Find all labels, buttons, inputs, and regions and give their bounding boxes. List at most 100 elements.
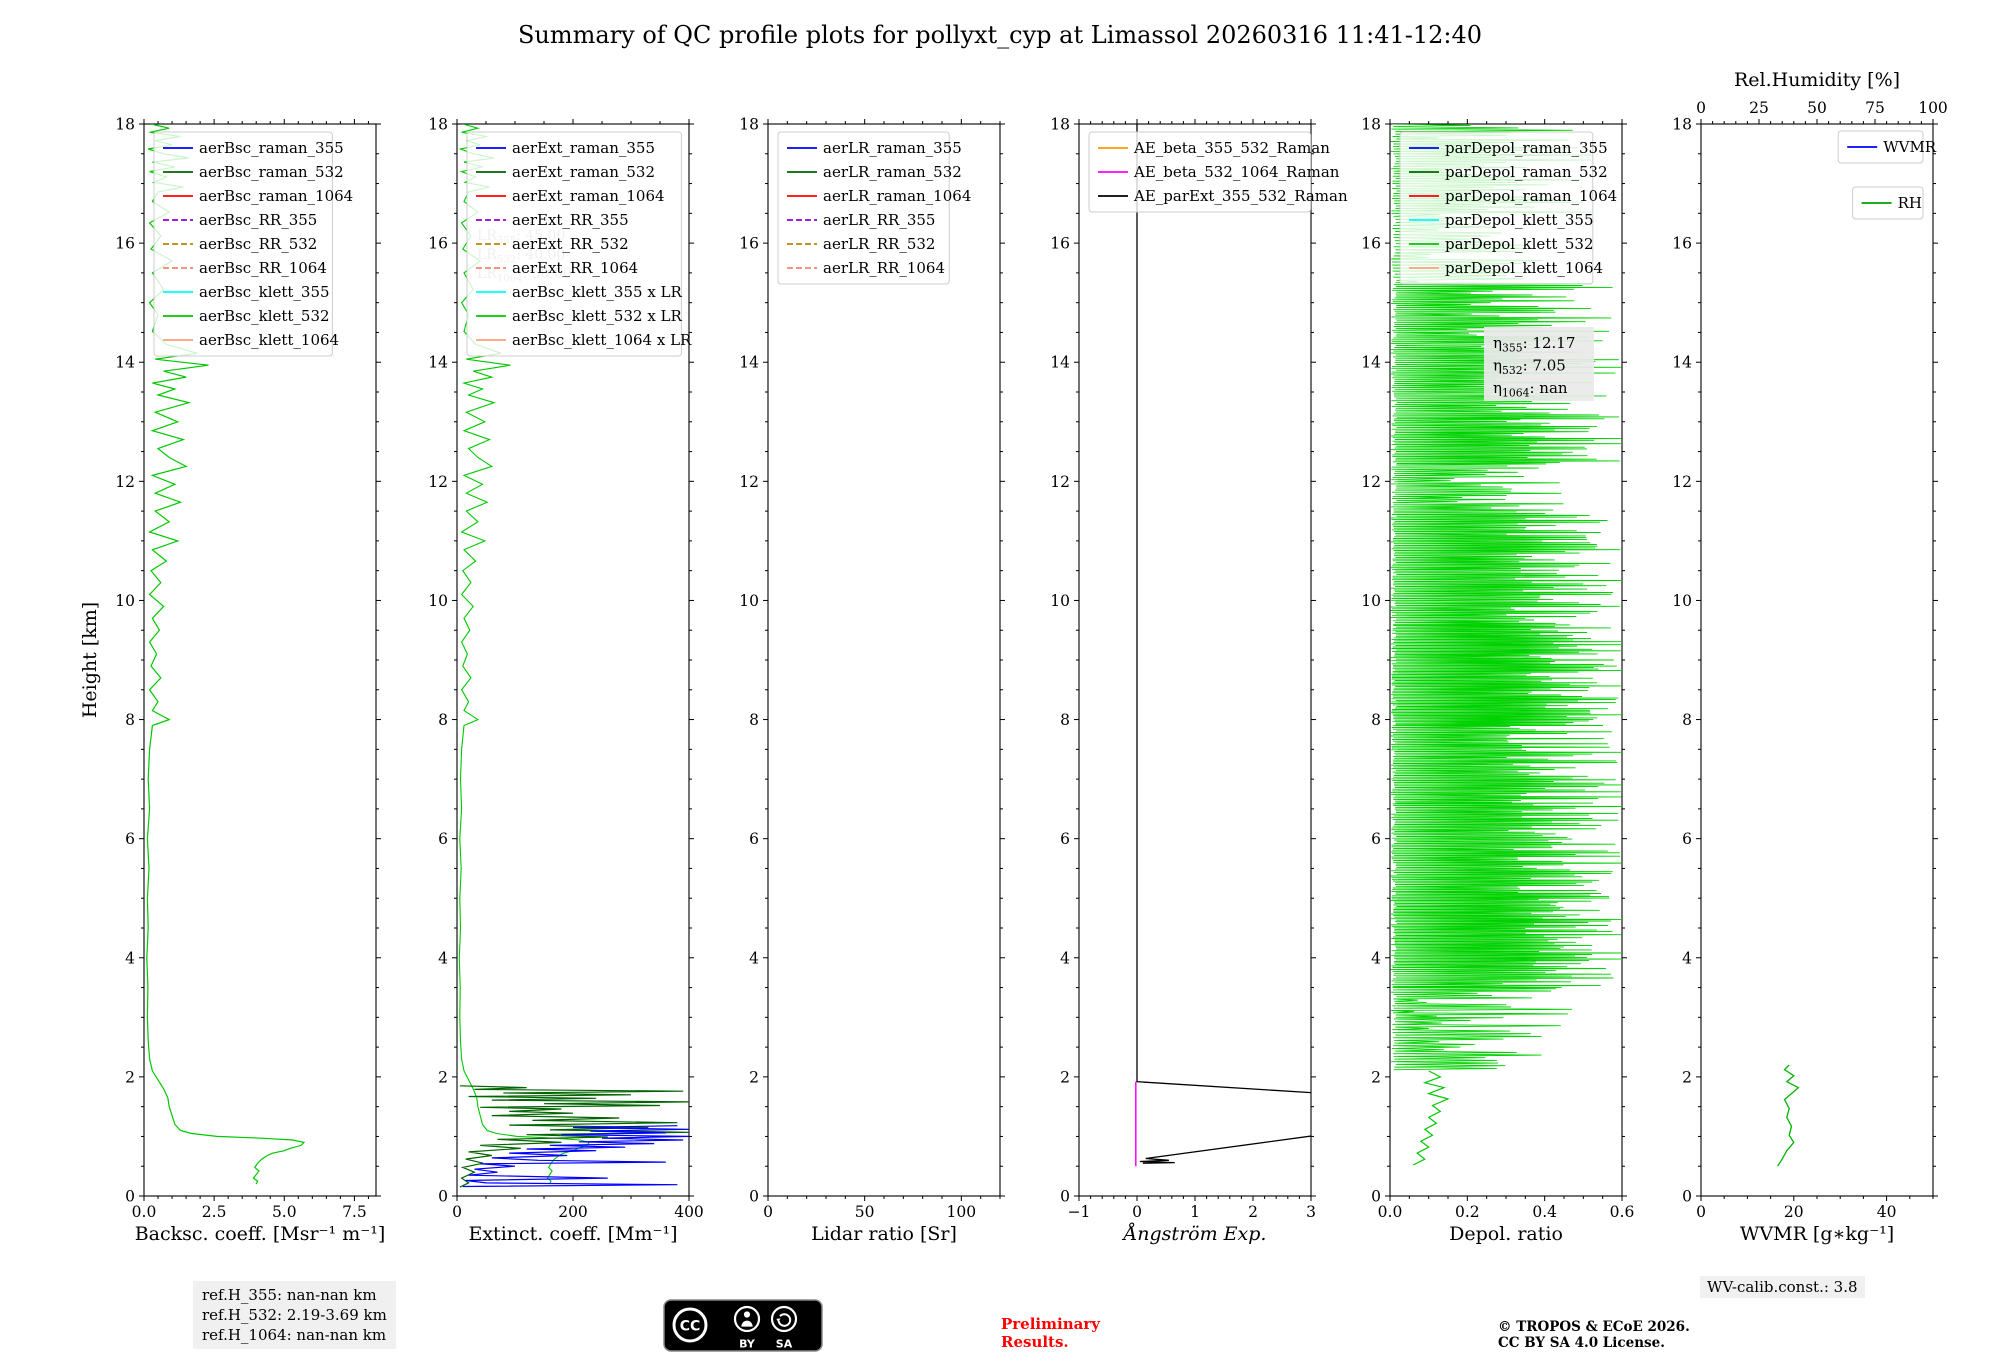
legend-label: parDepol_klett_355 [1445,211,1594,229]
legend-label: aerLR_RR_532 [823,235,935,253]
x-tick-label: 20 [1784,1203,1804,1221]
y-axis: 0 2 4 6 8 10 12 14 16 18 [115,116,381,1206]
copyright-line-1: © TROPOS & ECoE 2026. [1498,1319,1690,1335]
x-tick-label: 0 [452,1203,462,1221]
eta-annotation-line: η532: 7.05 [1493,357,1566,378]
top-axis-label: Rel.Humidity [%] [1734,69,1900,91]
y-tick-label: 0 [1371,1188,1381,1206]
x-tick-label: 40 [1877,1203,1897,1221]
x-axis-label: Depol. ratio [1449,1223,1563,1245]
legend-label: aerBsc_raman_532 [199,163,344,181]
x-tick-label: 0 [1696,1203,1706,1221]
y-tick-label: 2 [749,1068,759,1086]
x-tick-label: 1 [1190,1203,1200,1221]
subplot-extinction: 0 2 4 6 8 10 12 14 16 18 0 200 400 Extinct. coeff. [M… [428,116,704,1246]
top-tick-label: 75 [1865,99,1885,117]
y-tick-label: 6 [125,830,135,848]
subplot-lidar-ratio: 0 2 4 6 8 10 12 14 16 18 0 50 100 Lidar ratio [Sr] aer… [739,116,1005,1245]
x-axis-label: Lidar ratio [Sr] [811,1223,957,1245]
y-tick-label: 12 [1361,473,1381,491]
y-tick-label: 14 [1672,354,1692,372]
y-tick-label: 2 [438,1068,448,1086]
x-tick-label: 200 [558,1203,588,1221]
attribution-person-icon [733,1305,761,1333]
y-tick-label: 14 [428,354,448,372]
top-tick-label: 50 [1807,99,1827,117]
y-tick-label: 4 [438,949,448,967]
top-tick-label: 25 [1749,99,1769,117]
series-aerExt_raman_532 [459,1085,689,1188]
eta-annotation-line: η355: 12.17 [1493,334,1575,355]
y-tick-label: 16 [1672,235,1692,253]
copyright-note: © TROPOS & ECoE 2026. CC BY SA 4.0 Licen… [1498,1319,1690,1351]
legend-label: aerLR_raman_1064 [823,187,971,205]
y-tick-label: 4 [1682,949,1692,967]
y-tick-label: 18 [1672,116,1692,134]
legend-label: aerBsc_klett_1064 [199,331,339,349]
y-tick-label: 16 [739,235,759,253]
x-axis: −1 0 1 2 3 Ångström Exp. [1068,119,1316,1245]
x-axis-label: Ångström Exp. [1122,1223,1267,1245]
x-tick-label: 0 [1132,1203,1142,1221]
y-tick-label: 0 [749,1188,759,1206]
legend-label: aerLR_raman_355 [823,139,962,157]
preliminary-line-1: Preliminary [1001,1315,1100,1333]
series-parDepol_klett_532_noise [1390,124,1622,1071]
legend-label: parDepol_raman_532 [1445,163,1608,181]
legend-label: aerBsc_klett_355 x LR [512,283,683,301]
x-axis-label: Extinct. coeff. [Mm⁻¹] [468,1223,677,1245]
cc-logo-circle-icon [672,1307,708,1343]
legend-label: aerExt_RR_1064 [512,259,638,277]
y-tick-label: 2 [1682,1068,1692,1086]
y-tick-label: 0 [1060,1188,1070,1206]
y-tick-label: 18 [1050,116,1070,134]
y-tick-label: 2 [1371,1068,1381,1086]
cc-logo-text: CC [680,1319,701,1335]
y-tick-label: 0 [1682,1188,1692,1206]
share-alike-arrow-icon [777,1313,792,1327]
y-tick-label: 8 [749,711,759,729]
x-tick-label: 50 [855,1203,875,1221]
y-tick-label: 2 [1060,1068,1070,1086]
y-tick-label: 6 [1060,830,1070,848]
legend-label: aerLR_raman_532 [823,163,962,181]
legend-label: RH [1898,194,1922,212]
y-tick-label: 18 [739,116,759,134]
axes-frame [767,123,1001,1197]
x-tick-label: 0 [763,1203,773,1221]
y-tick-label: 2 [125,1068,135,1086]
series-parDepol_klett_532_low [1412,1070,1450,1166]
legend-label: WVMR [1883,138,1937,156]
ref-h-355: ref.H_355: nan-nan km [202,1286,377,1304]
y-tick-label: 6 [438,830,448,848]
y-axis: 0 2 4 6 8 10 12 14 16 18 [428,116,694,1206]
series-AE_parExt_355_532_Raman [1136,124,1311,1164]
ref-h-1064: ref.H_1064: nan-nan km [202,1326,387,1344]
legend-label: AE_beta_355_532_Raman [1133,139,1330,157]
legend-box [1837,130,1924,164]
y-axis: 0 2 4 6 8 10 12 14 16 18 [1050,116,1316,1206]
y-tick-label: 10 [739,592,759,610]
legend-label: aerBsc_RR_355 [199,211,317,229]
ref-h-532: ref.H_532: 2.19-3.69 km [202,1306,387,1324]
x-tick-label: 3 [1306,1203,1316,1221]
y-tick-label: 18 [115,116,135,134]
cc-by-sa-badge: CC BY SA [663,1299,823,1352]
x-axis-label: Backsc. coeff. [Msr⁻¹ m⁻¹] [135,1223,386,1245]
legend-box [153,131,333,357]
y-tick-label: 14 [115,354,135,372]
x-tick-label: 0.0 [132,1203,157,1221]
legend-label: aerBsc_klett_1064 x LR [512,331,692,349]
eta-annotation-box [1484,327,1594,401]
legend-label: AE_parExt_355_532_Raman [1133,187,1348,205]
y-tick-label: 6 [1371,830,1381,848]
reference-heights-box: ref.H_355: nan-nan km ref.H_532: 2.19-3.… [193,1281,396,1349]
legend-label: aerBsc_klett_532 [199,307,330,325]
legend-label: aerExt_RR_355 [512,211,629,229]
series-RH [1777,1064,1800,1167]
subplot-backscatter: 0 2 4 6 8 10 12 14 16 18 0.0 2.5 5.0 7.5 Backsc. coeff… [115,116,385,1246]
x-tick-label: 0.4 [1532,1203,1557,1221]
